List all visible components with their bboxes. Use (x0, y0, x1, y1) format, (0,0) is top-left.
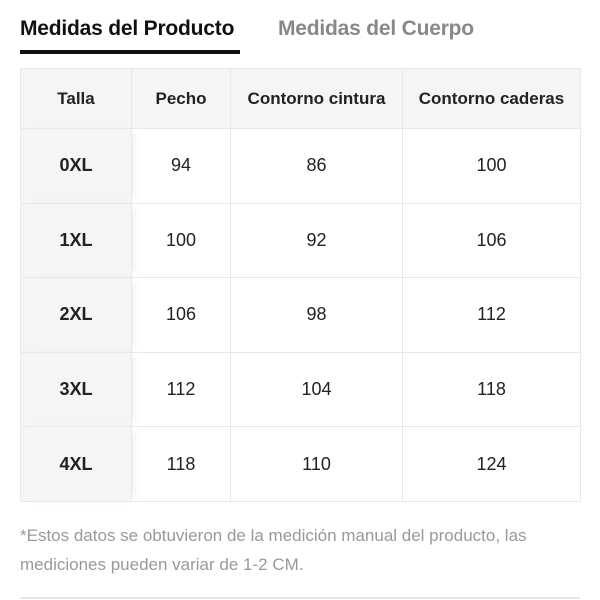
size-cell: 2XL (20, 277, 132, 353)
divider (20, 597, 580, 599)
table-row: 0XL 94 86 100 (20, 128, 581, 204)
measurement-cell: 98 (230, 277, 403, 353)
size-cell: 4XL (20, 426, 132, 502)
measurement-cell: 124 (402, 426, 581, 502)
measurement-cell: 94 (131, 128, 231, 204)
tab-product-measurements[interactable]: Medidas del Producto (20, 17, 240, 54)
size-cell: 1XL (20, 202, 132, 279)
size-table: Talla Pecho Contorno cintura Contorno cader… (20, 68, 581, 502)
measurement-cell: 112 (402, 277, 581, 353)
table-row: 3XL 112 104 118 (20, 351, 581, 428)
measurement-cell: 118 (402, 351, 581, 428)
column-header: Contorno cintura (230, 68, 403, 129)
measurement-note: *Estos datos se obtuvieron de la medició… (20, 526, 527, 574)
table-row: 2XL 106 98 112 (20, 277, 581, 353)
column-header: Talla (20, 68, 132, 129)
measurement-cell: 118 (131, 426, 231, 502)
column-header: Pecho (131, 68, 231, 129)
table-row: 4XL 118 110 124 (20, 426, 581, 502)
measurement-cell: 112 (131, 351, 231, 428)
measurement-cell: 104 (230, 351, 403, 428)
tab-body-measurements[interactable]: Medidas del Cuerpo (278, 17, 474, 40)
measurement-cell: 106 (402, 202, 581, 279)
tab-bar: Medidas del Producto Medidas del Cuerpo (20, 17, 474, 54)
table-row: 1XL 100 92 106 (20, 202, 581, 279)
measurement-cell: 106 (131, 277, 231, 353)
column-header: Contorno caderas (402, 68, 581, 129)
table-header-row: Talla Pecho Contorno cintura Contorno cader… (20, 68, 581, 129)
measurement-cell: 92 (230, 202, 403, 279)
measurement-cell: 110 (230, 426, 403, 502)
measurement-cell: 100 (402, 128, 581, 204)
size-cell: 3XL (20, 351, 132, 428)
measurement-cell: 86 (230, 128, 403, 204)
measurement-cell: 100 (131, 202, 231, 279)
size-cell: 0XL (20, 128, 132, 204)
